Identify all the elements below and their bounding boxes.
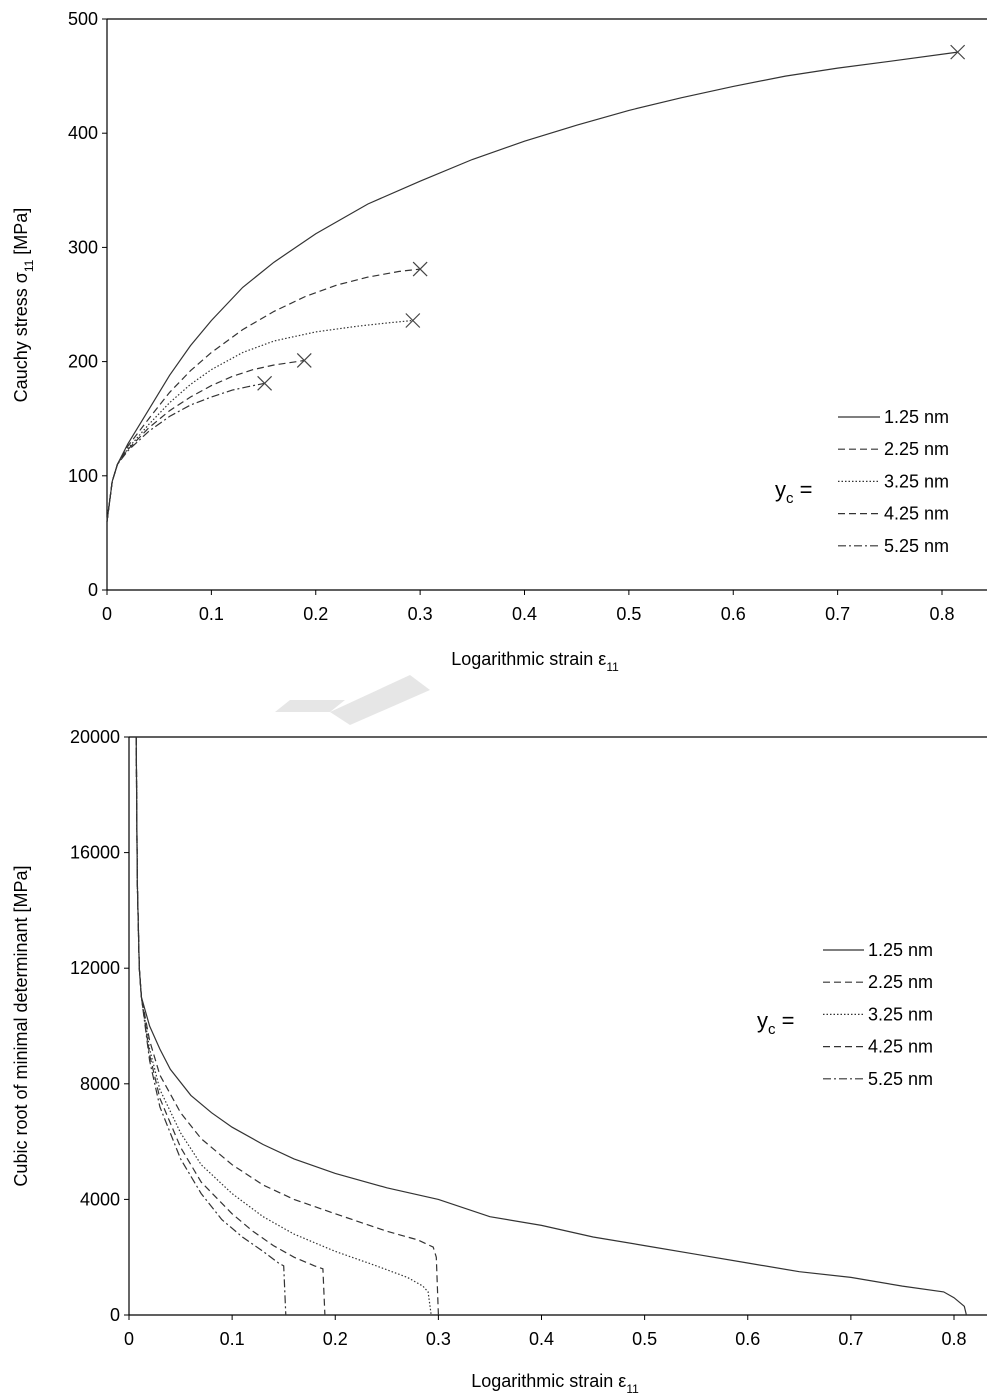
y-tick-label: 300: [68, 237, 98, 257]
legend-label: 5.25 nm: [868, 1069, 933, 1089]
x-tick-label: 0.5: [632, 1329, 657, 1349]
y-tick-label: 12000: [70, 958, 120, 978]
y-tick-label: 100: [68, 466, 98, 486]
y-axis-label-sub: 11: [22, 259, 36, 272]
x-tick-label: 0.6: [735, 1329, 760, 1349]
failure-marker: [296, 353, 312, 368]
x-tick-label: 0.6: [721, 604, 746, 624]
legend-label: 3.25 nm: [868, 1004, 933, 1024]
legend-title: yc =: [775, 477, 812, 507]
y-tick-label: 400: [68, 123, 98, 143]
x-tick-label: 0.4: [512, 604, 537, 624]
series-line-1-25-nm: [135, 736, 967, 1316]
x-tick-label: 0: [102, 604, 112, 624]
legend-title-main: y: [775, 477, 786, 502]
x-tick-label: 0.8: [929, 604, 954, 624]
legend-label: 4.25 nm: [884, 504, 949, 524]
series-line-4-25-nm: [106, 359, 305, 522]
x-tick-label: 0.7: [825, 604, 850, 624]
y-axis-label: Cubic root of minimal determinant [MPa]: [11, 865, 31, 1186]
legend-title-sub: c: [786, 490, 794, 507]
stress-strain-chart: 0 0.1 0.2 0.3 0.4 0.5 0.6 0.7 0.8 0 100 200 300 400 50…: [11, 9, 987, 674]
watermark-mark: [275, 675, 430, 725]
y-tick-label: 4000: [80, 1189, 120, 1209]
x-tick-label: 0.3: [426, 1329, 451, 1349]
x-tick-label: 0.7: [838, 1329, 863, 1349]
series-line-4-25-nm: [135, 736, 326, 1316]
determinant-strain-chart: 0 0.1 0.2 0.3 0.4 0.5 0.6 0.7 0.8 0 4000 8000 12000 1…: [11, 727, 987, 1393]
series-line-5-25-nm: [135, 736, 287, 1316]
legend-title-sub: c: [768, 1021, 776, 1038]
y-tick-label: 0: [110, 1305, 120, 1325]
legend-label: 4.25 nm: [868, 1037, 933, 1057]
legend-label: 1.25 nm: [868, 940, 933, 960]
failure-marker: [412, 261, 428, 277]
legend-title: yc =: [757, 1008, 794, 1038]
x-tick-label: 0: [124, 1329, 134, 1349]
x-tick-label: 0.4: [529, 1329, 554, 1349]
x-axis-label: Logarithmic strain ε11: [451, 649, 619, 674]
legend-label: 1.25 nm: [884, 407, 949, 427]
legend-label: 3.25 nm: [884, 471, 949, 491]
legend-label: 2.25 nm: [868, 972, 933, 992]
y-axis-label-main: Cauchy stress σ: [11, 272, 31, 402]
failure-marker: [950, 44, 966, 60]
legend-title-tail: =: [794, 477, 813, 502]
y-axis-label: Cauchy stress σ11 [MPa]: [11, 208, 36, 403]
x-tick-label: 0.8: [941, 1329, 966, 1349]
legend-title-tail: =: [776, 1008, 795, 1033]
series-line-5-25-nm: [106, 382, 265, 522]
x-axis-label-sub: 11: [626, 1382, 639, 1393]
y-tick-label: 8000: [80, 1074, 120, 1094]
y-tick-label: 0: [88, 580, 98, 600]
x-axis-label-sub: 11: [606, 660, 619, 674]
series-line-3-25-nm: [135, 736, 432, 1316]
failure-marker: [257, 375, 273, 391]
x-tick-label: 0.3: [408, 604, 433, 624]
failure-marker: [405, 313, 421, 328]
y-tick-label: 16000: [70, 843, 120, 863]
x-tick-label: 0.5: [616, 604, 641, 624]
legend-label: 2.25 nm: [884, 439, 949, 459]
legend-title-main: y: [757, 1008, 768, 1033]
series-line-2-25-nm: [106, 268, 421, 522]
x-tick-label: 0.1: [199, 604, 224, 624]
y-axis-label-tail: [MPa]: [11, 208, 31, 260]
x-tick-label: 0.1: [220, 1329, 245, 1349]
x-axis-label-main: Logarithmic strain ε: [451, 649, 606, 669]
series-line-2-25-nm: [135, 736, 439, 1316]
series-line-1-25-nm: [106, 51, 958, 522]
x-tick-label: 0.2: [303, 604, 328, 624]
y-tick-label: 500: [68, 9, 98, 29]
x-axis-label-main: Logarithmic strain ε: [471, 1371, 626, 1391]
y-tick-label: 20000: [70, 727, 120, 747]
x-tick-label: 0.2: [323, 1329, 348, 1349]
y-axis-label-main: Cubic root of minimal determinant [MPa]: [11, 865, 31, 1186]
y-tick-label: 200: [68, 352, 98, 372]
x-axis-label: Logarithmic strain ε11: [471, 1371, 639, 1393]
legend-label: 5.25 nm: [884, 536, 949, 556]
series-line-3-25-nm: [106, 319, 413, 522]
